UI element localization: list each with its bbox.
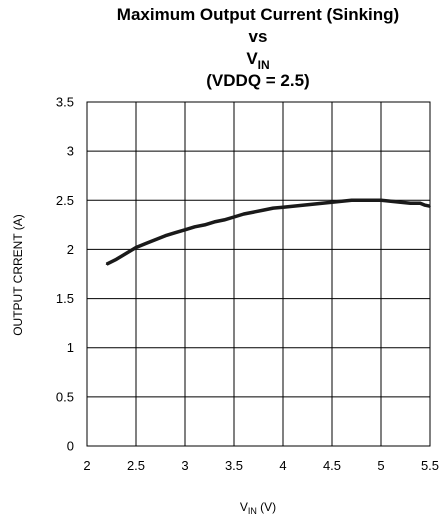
data-point xyxy=(115,258,118,261)
x-axis-label-main: V xyxy=(240,500,248,514)
data-point xyxy=(174,231,176,234)
data-point xyxy=(380,199,382,202)
x-axis-label: VIN (V) xyxy=(240,500,276,516)
y-tick-label: 0 xyxy=(67,439,74,454)
y-tick-label: 0.5 xyxy=(56,389,74,404)
data-point xyxy=(233,216,235,218)
x-axis-label-suffix: (V) xyxy=(257,500,276,514)
x-axis-label-sub: IN xyxy=(248,506,257,516)
data-point xyxy=(243,213,245,215)
data-point xyxy=(272,207,275,209)
data-point xyxy=(399,201,402,204)
data-point xyxy=(390,200,392,203)
series-layer xyxy=(105,198,431,266)
x-tick-label: 2.5 xyxy=(127,458,145,473)
data-point xyxy=(429,205,431,207)
y-tick-label: 3 xyxy=(67,144,74,159)
plot-area xyxy=(86,101,431,447)
data-point xyxy=(282,206,284,208)
plot-frame xyxy=(86,101,431,447)
data-point xyxy=(252,211,255,213)
y-tick-label: 1 xyxy=(67,340,74,355)
data-point xyxy=(350,199,353,202)
grid xyxy=(86,101,431,447)
x-tick-label: 3.5 xyxy=(225,458,243,473)
data-point xyxy=(424,204,426,206)
x-tick-label: 4.5 xyxy=(323,458,341,473)
data-point xyxy=(301,204,304,206)
data-point xyxy=(360,199,363,202)
data-point xyxy=(331,201,333,204)
data-point xyxy=(262,209,265,211)
x-tick-label: 4 xyxy=(279,458,286,473)
data-point xyxy=(292,205,294,207)
data-point xyxy=(223,219,225,221)
title-line-3: VIN xyxy=(246,49,269,72)
data-point xyxy=(203,224,206,226)
data-point xyxy=(213,221,216,223)
title-line-4: (VDDQ = 2.5) xyxy=(206,71,309,90)
y-tick-label: 2 xyxy=(67,242,74,257)
y-tick-label: 2.5 xyxy=(56,193,74,208)
data-point xyxy=(145,242,147,245)
data-point xyxy=(409,202,412,205)
data-point xyxy=(135,246,137,249)
y-axis-label: OUTPUT CRRENT (A) xyxy=(11,214,25,336)
data-point xyxy=(154,238,157,241)
data-point xyxy=(105,263,108,265)
data-point xyxy=(419,202,422,205)
chart-title: Maximum Output Current (Sinking) vs VIN … xyxy=(117,5,399,90)
x-tick-label: 3 xyxy=(181,458,188,473)
y-tick-labels: 0 0.5 1 1.5 2 2.5 3 3.5 xyxy=(56,95,74,454)
x-tick-label: 5 xyxy=(377,458,384,473)
title-line-3-main: V xyxy=(246,49,258,68)
data-point xyxy=(311,203,314,206)
title-line-2: vs xyxy=(249,27,268,46)
y-tick-label: 1.5 xyxy=(56,291,74,306)
x-tick-labels: 2 2.5 3 3.5 4 4.5 5 5.5 xyxy=(83,458,439,473)
x-tick-label: 5.5 xyxy=(421,458,439,473)
data-point xyxy=(164,234,167,237)
title-line-1: Maximum Output Current (Sinking) xyxy=(117,5,399,24)
data-point xyxy=(321,202,324,205)
y-tick-label: 3.5 xyxy=(56,95,74,110)
x-tick-label: 2 xyxy=(83,458,90,473)
data-point xyxy=(194,226,196,228)
data-point xyxy=(125,252,127,255)
title-line-3-sub: IN xyxy=(258,58,270,72)
data-point xyxy=(370,199,373,202)
data-point xyxy=(184,228,186,231)
data-point xyxy=(341,200,343,203)
